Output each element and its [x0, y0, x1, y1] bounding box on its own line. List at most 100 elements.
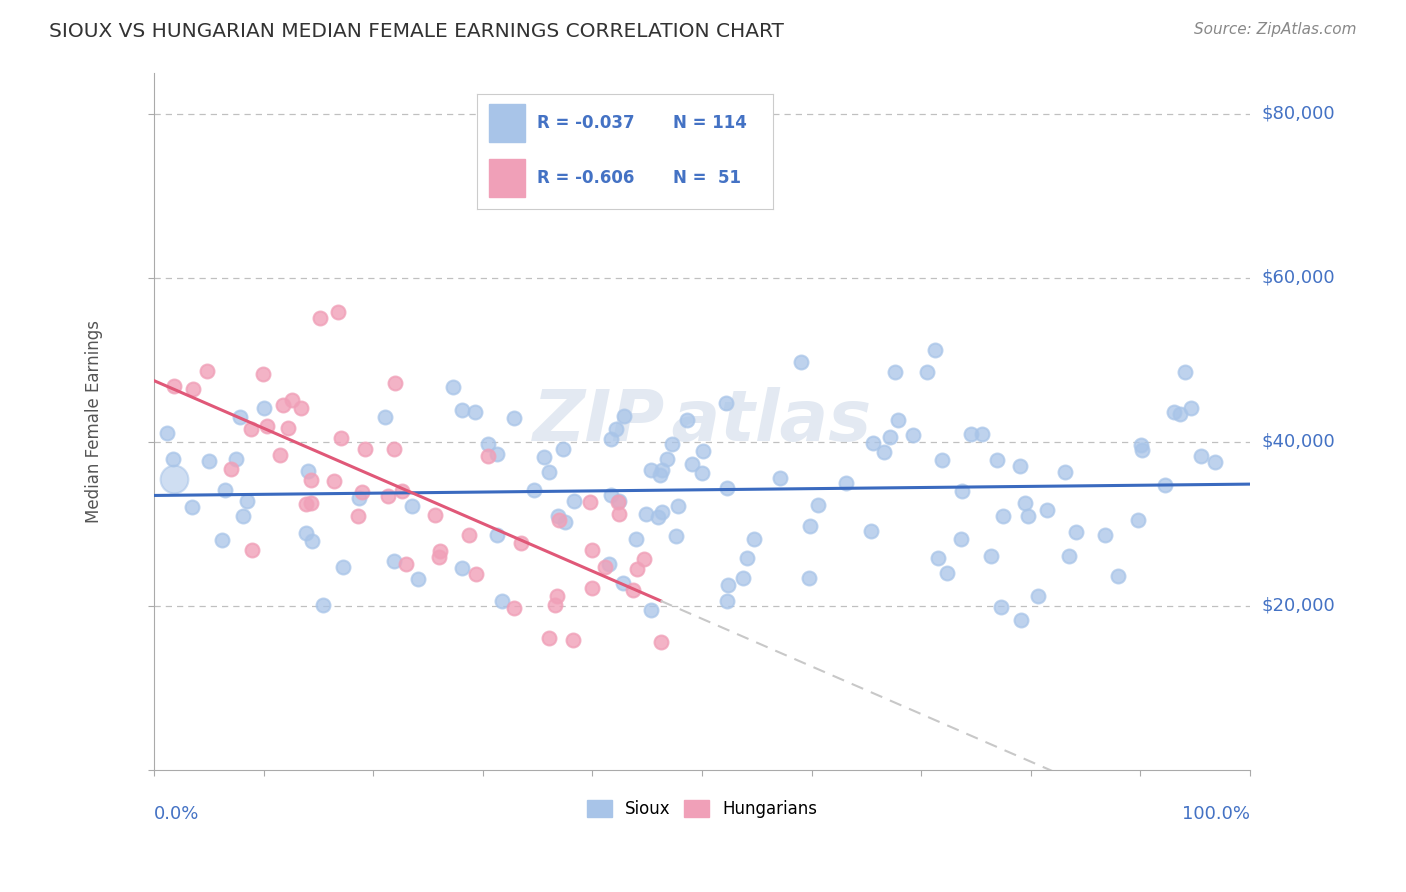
Point: [299, 473, 322, 487]
Point: [308, 310, 330, 325]
Point: [950, 484, 973, 499]
Point: [599, 488, 621, 502]
Point: [491, 594, 513, 608]
Point: [295, 525, 318, 540]
Point: [1107, 569, 1129, 583]
Point: [384, 442, 406, 456]
Point: [163, 379, 186, 393]
Point: [613, 409, 636, 423]
Point: [1180, 401, 1202, 415]
Point: [676, 413, 699, 427]
Point: [1189, 449, 1212, 463]
Point: [301, 534, 323, 549]
Point: [735, 550, 758, 565]
Text: $20,000: $20,000: [1261, 597, 1334, 615]
Point: [332, 559, 354, 574]
Point: [581, 543, 603, 558]
Point: [979, 549, 1001, 563]
Point: [872, 445, 894, 459]
Text: $60,000: $60,000: [1261, 269, 1334, 287]
Point: [156, 425, 179, 440]
Point: [931, 453, 953, 467]
Point: [960, 426, 983, 441]
Point: [621, 583, 644, 598]
Legend: Sioux, Hungarians: Sioux, Hungarians: [581, 793, 824, 824]
Point: [626, 562, 648, 576]
Point: [382, 554, 405, 568]
Point: [252, 367, 274, 381]
Point: [523, 483, 546, 497]
Point: [162, 451, 184, 466]
Point: [807, 498, 830, 512]
Point: [651, 505, 673, 519]
Text: 0.0%: 0.0%: [155, 805, 200, 822]
Point: [277, 421, 299, 435]
Point: [636, 507, 658, 521]
Point: [1128, 513, 1150, 527]
Point: [640, 603, 662, 617]
Point: [406, 572, 429, 586]
Point: [648, 467, 671, 482]
Point: [198, 454, 221, 468]
Point: [554, 515, 576, 529]
Point: [294, 497, 316, 511]
Point: [211, 533, 233, 547]
Text: Source: ZipAtlas.com: Source: ZipAtlas.com: [1194, 22, 1357, 37]
Text: $80,000: $80,000: [1261, 105, 1334, 123]
Point: [1154, 478, 1177, 492]
Point: [485, 447, 508, 461]
Text: $40,000: $40,000: [1261, 433, 1334, 451]
Point: [181, 500, 204, 514]
Point: [347, 508, 370, 523]
Point: [742, 532, 765, 546]
Point: [1053, 465, 1076, 479]
Point: [429, 543, 451, 558]
Point: [605, 422, 627, 436]
Point: [551, 442, 574, 457]
Point: [503, 601, 526, 615]
Text: Median Female Earnings: Median Female Earnings: [84, 320, 103, 523]
Point: [860, 524, 883, 538]
Point: [924, 343, 946, 357]
Point: [657, 451, 679, 466]
Point: [1174, 366, 1197, 380]
Point: [465, 567, 488, 582]
Point: [581, 582, 603, 596]
Point: [236, 494, 259, 508]
Text: ZIP atlas: ZIP atlas: [533, 387, 872, 456]
Point: [640, 463, 662, 477]
Point: [651, 463, 673, 477]
Point: [578, 495, 600, 509]
Point: [347, 491, 370, 505]
Point: [458, 527, 481, 541]
Point: [401, 499, 423, 513]
Point: [384, 376, 406, 390]
Point: [835, 476, 858, 491]
Point: [394, 557, 416, 571]
Point: [219, 462, 242, 476]
Point: [714, 396, 737, 410]
Point: [228, 410, 250, 425]
Point: [595, 560, 617, 574]
Point: [607, 495, 630, 509]
Point: [599, 432, 621, 446]
Point: [374, 409, 396, 424]
Point: [612, 575, 634, 590]
Point: [717, 578, 740, 592]
Point: [799, 519, 821, 533]
Point: [242, 543, 264, 558]
Point: [225, 452, 247, 467]
Point: [271, 398, 294, 412]
Point: [1130, 438, 1153, 452]
Point: [280, 393, 302, 408]
Point: [733, 571, 755, 585]
Point: [1163, 405, 1185, 419]
Point: [915, 366, 938, 380]
Point: [312, 598, 335, 612]
Point: [547, 508, 569, 523]
Point: [163, 472, 186, 486]
Point: [297, 464, 319, 478]
Point: [464, 405, 486, 419]
Text: SIOUX VS HUNGARIAN MEDIAN FEMALE EARNINGS CORRELATION CHART: SIOUX VS HUNGARIAN MEDIAN FEMALE EARNING…: [49, 22, 785, 41]
Point: [1168, 407, 1191, 421]
